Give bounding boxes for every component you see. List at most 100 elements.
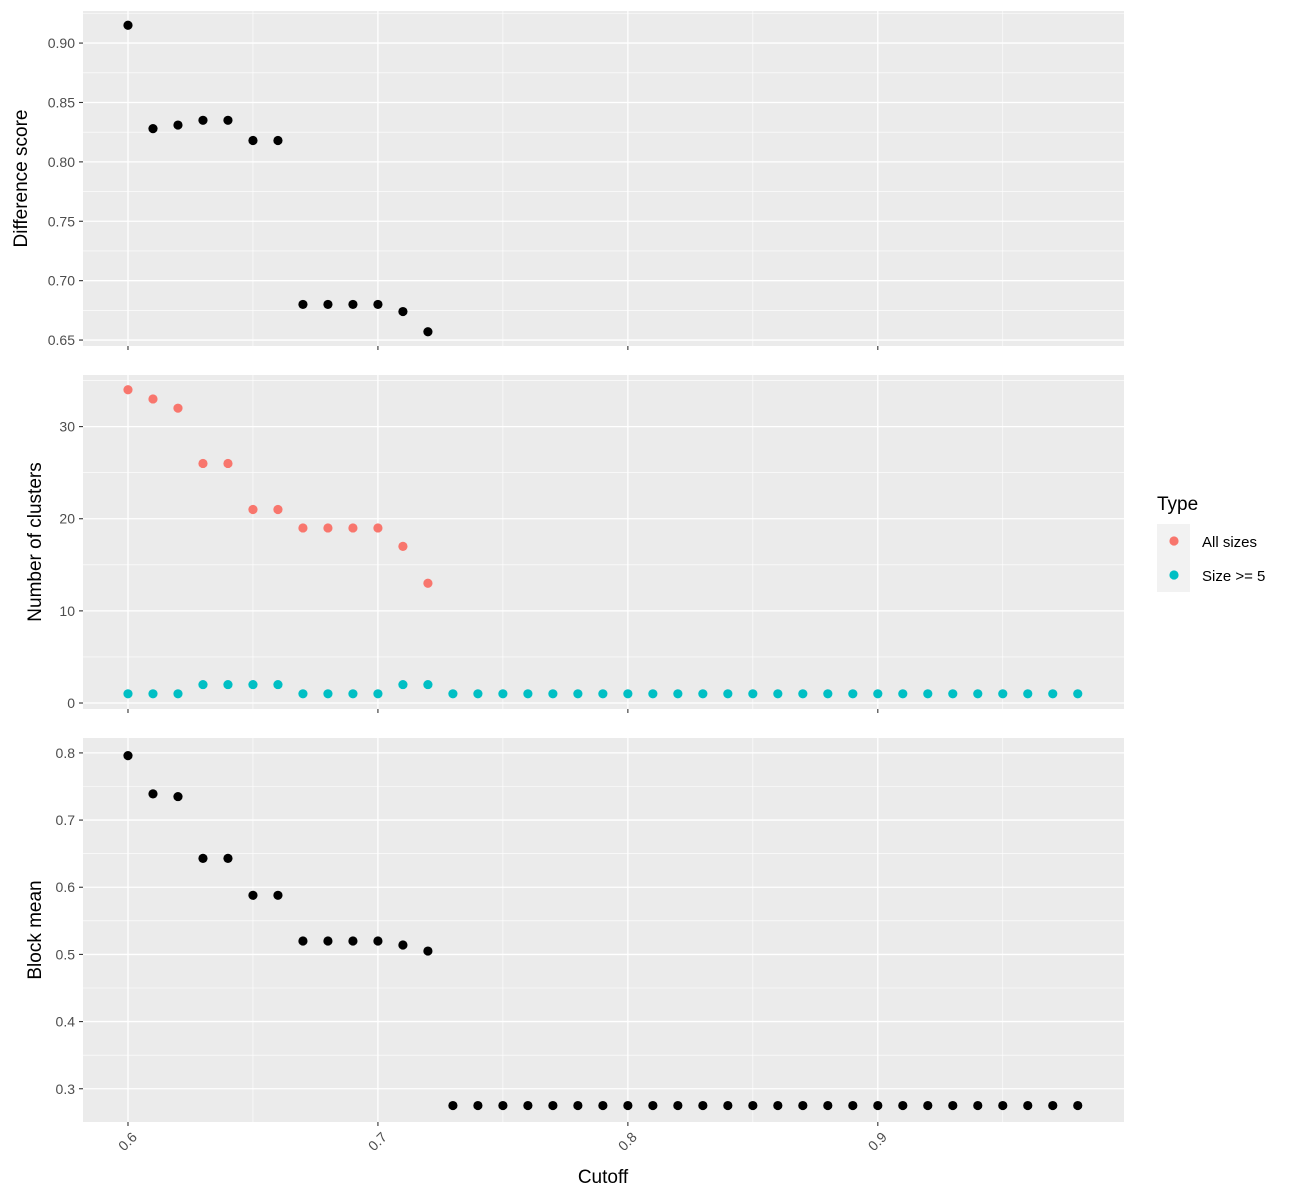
series-0 [123,385,433,588]
data-point [1073,1100,1083,1111]
data-point [698,1100,708,1111]
data-point [223,679,233,690]
panel-middle: 0 10 20 30 Number of clusters [25,375,1124,713]
data-point [873,1100,883,1111]
panel-bottom: 0.3 0.4 0.5 0.6 0.7 0.8 0.6 0.7 0.8 0.9 Block mean [25,738,1124,1154]
panel-background [83,375,1124,709]
data-point [598,689,608,699]
data-point [748,1100,758,1111]
x-axis-title: Cutoff [578,1167,629,1188]
data-point [1048,1100,1058,1111]
data-point [423,679,433,690]
y-tick-label: 0 [67,695,75,711]
data-point [648,689,658,699]
legend-item-size-5: Size >= 5 [1157,558,1265,592]
data-point [473,689,483,699]
data-point [323,299,333,310]
data-point [348,523,358,533]
data-point [698,689,708,699]
data-point [823,689,833,699]
legend-label-size-5: Size >= 5 [1202,568,1265,585]
y-axis-title: Block mean [25,880,46,979]
data-point [473,1100,483,1111]
data-point [1073,689,1083,699]
data-point [523,689,533,699]
data-point [923,1100,933,1111]
y-tick-label: 20 [59,511,75,527]
data-point [773,1100,783,1111]
data-point [423,578,433,588]
y-tick-label: 0.4 [56,1014,76,1030]
data-point [373,689,383,699]
data-point [398,940,408,950]
data-point [148,689,158,699]
y-tick-label: 0.6 [56,879,76,895]
data-point [123,20,133,30]
series-1 [123,679,1083,699]
panel-background [83,738,1124,1122]
data-point [123,385,133,395]
data-point [248,890,258,900]
data-point [198,115,208,125]
data-point [198,853,208,863]
data-point [923,689,933,699]
legend: Type All sizes Size >= 5 [1157,494,1265,592]
data-point [1048,689,1058,699]
data-point [273,679,283,690]
panel-top: 0.65 0.70 0.75 0.80 0.85 0.90 Difference score [11,11,1124,350]
x-tick-label: 0.9 [865,1129,890,1154]
y-tick-label: 0.3 [56,1081,76,1097]
y-tick-label: 30 [59,419,75,435]
data-point [898,689,908,699]
series-0 [123,750,1083,1111]
data-point [423,946,433,956]
data-point [323,936,333,946]
data-point [298,523,308,533]
data-point [998,689,1008,699]
data-point [573,1100,583,1111]
series-0 [123,20,433,337]
data-point [873,689,883,699]
data-point [398,679,408,690]
data-point [173,403,183,413]
data-point [973,689,983,699]
data-point [198,679,208,690]
data-point [123,750,133,761]
data-point [298,689,308,699]
legend-label-all-sizes: All sizes [1202,534,1257,551]
data-point [673,689,683,699]
data-point [223,458,233,469]
data-point [948,689,958,699]
data-point [348,299,358,310]
data-point [548,1100,558,1111]
data-point [448,1100,458,1111]
legend-item-all-sizes: All sizes [1157,524,1257,558]
y-tick-label: 0.70 [48,273,75,289]
data-point [723,1100,733,1111]
y-tick-label: 0.75 [48,213,75,229]
data-point [423,327,433,337]
data-point [973,1100,983,1111]
y-tick-label: 0.85 [48,94,75,110]
data-point [848,1100,858,1111]
data-point [223,115,233,125]
data-point [1023,1100,1033,1111]
x-tick-label: 0.6 [115,1129,140,1154]
data-point [1023,689,1033,699]
data-point [173,120,183,130]
data-point [523,1100,533,1111]
data-point [498,1100,508,1111]
data-point [848,689,858,699]
data-point [623,689,633,699]
data-point [748,689,758,699]
y-tick-label: 0.80 [48,154,75,170]
data-point [798,689,808,699]
data-point [948,1100,958,1111]
data-point [398,541,408,551]
data-point [573,689,583,699]
data-point [123,689,133,699]
data-point [823,1100,833,1111]
legend-key-all-sizes [1169,536,1179,546]
data-point [548,689,558,699]
